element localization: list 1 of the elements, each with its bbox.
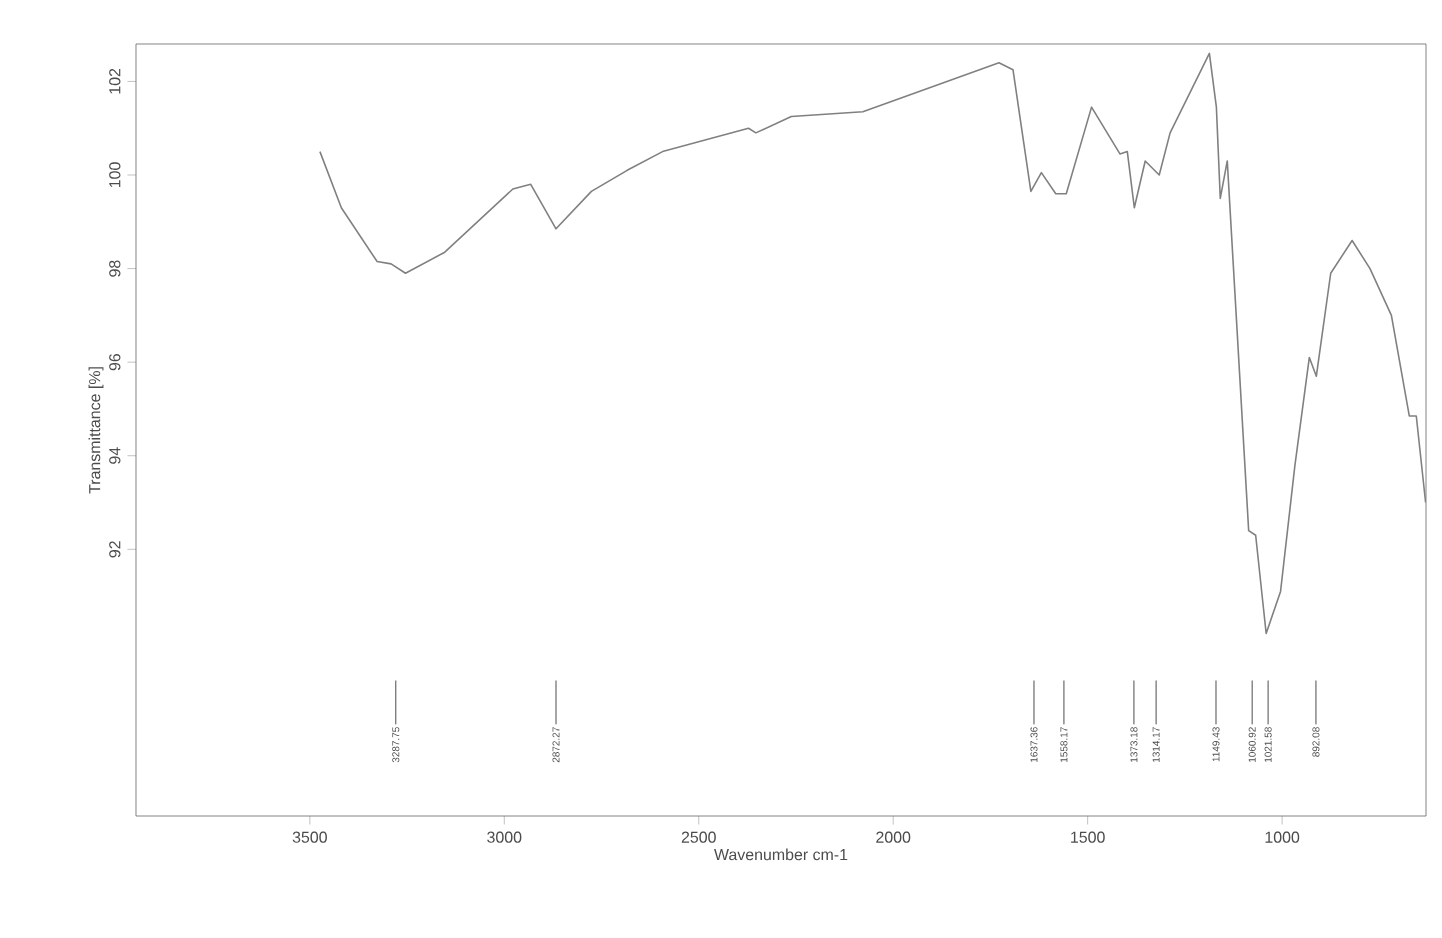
line-series xyxy=(319,52,1427,635)
